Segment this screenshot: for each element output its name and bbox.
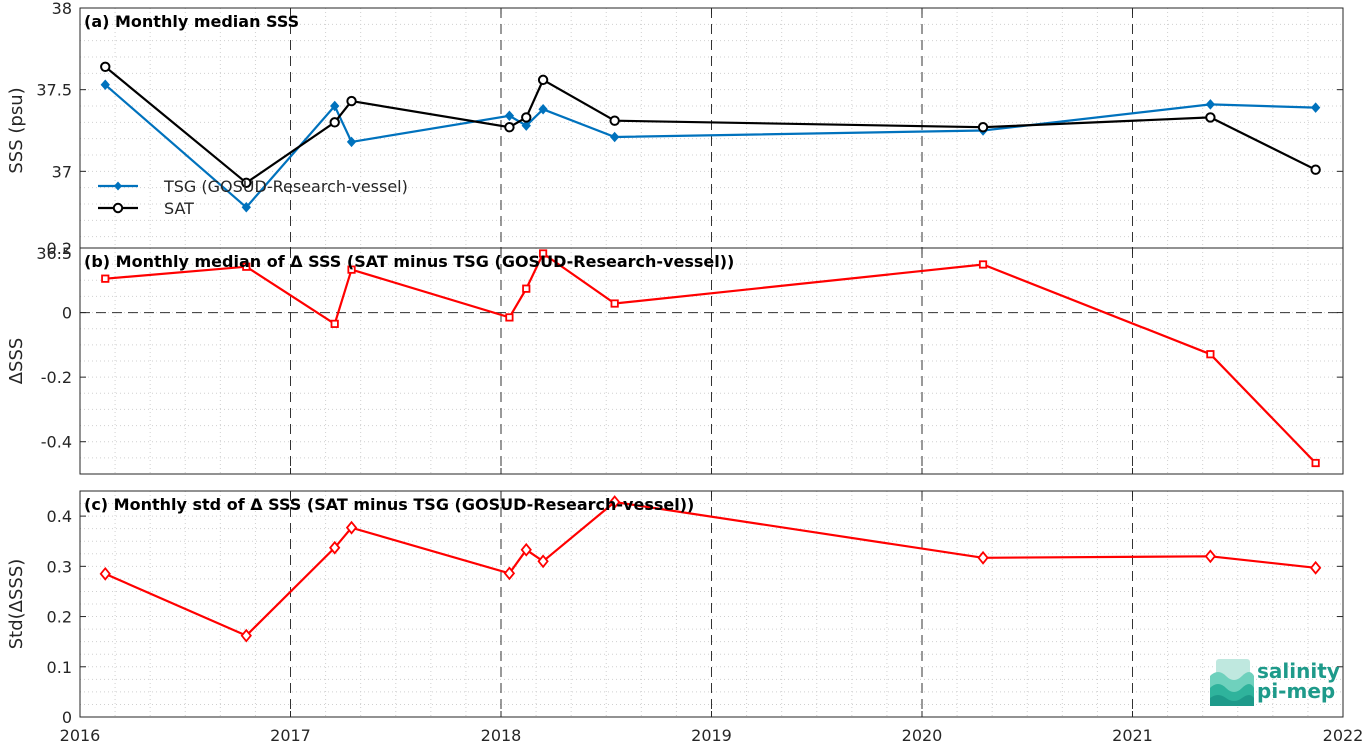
y-tick-label: 37	[52, 162, 72, 181]
y-tick-label: 0.3	[47, 557, 72, 576]
chart-panels: 36.5 37 37.5 38 SSS (psu) (a) Monthly median …	[6, 0, 1363, 745]
data-point	[522, 284, 531, 293]
data-point	[1309, 560, 1322, 575]
y-tick-label: 0.1	[47, 658, 72, 677]
y-axis-label: Std(ΔSSS)	[6, 559, 27, 650]
legend: TSG (GOSUD-Research-vessel) SAT	[98, 177, 408, 218]
data-point	[330, 319, 339, 328]
y-tick-label: -0.4	[41, 433, 72, 452]
panel-title: (b) Monthly median of Δ SSS (SAT minus T…	[84, 252, 734, 271]
legend-marker	[114, 181, 122, 191]
data-point	[504, 122, 515, 133]
data-point	[330, 100, 340, 112]
data-point	[609, 495, 621, 509]
legend-label: SAT	[164, 199, 194, 218]
data-point	[978, 260, 988, 269]
x-tick-label: 2016	[60, 726, 101, 745]
data-point	[503, 566, 516, 581]
year-separators	[290, 491, 1133, 717]
data-point	[977, 122, 989, 133]
data-point	[241, 202, 251, 213]
data-point	[1205, 112, 1216, 123]
logo-line2: pi-mep	[1257, 679, 1335, 703]
salinity-pimep-logo: salinity pi-mep	[1210, 659, 1340, 706]
sss-panel: 36.5 37 37.5 38 SSS (psu) (a) Monthly median …	[6, 0, 1344, 263]
data-point	[100, 61, 111, 73]
axes-frame	[79, 490, 1344, 718]
data-point	[1205, 99, 1216, 110]
y-tick-label: 0	[62, 708, 72, 727]
data-point	[1204, 549, 1217, 564]
legend-marker	[112, 202, 124, 214]
y-tick-label: 37.5	[36, 81, 72, 100]
series-0	[101, 249, 1320, 468]
y-axis-label: ΔSSS	[6, 338, 27, 385]
series-1	[100, 61, 1321, 188]
data-point	[977, 550, 989, 565]
data-point	[521, 120, 531, 131]
data-point	[329, 540, 341, 555]
data-point	[242, 262, 251, 271]
data-point	[101, 274, 110, 283]
std-delta-sss-panel: 0 0.1 0.2 0.3 0.4 2016 2017 2018 2019 2020 2021 202…	[6, 490, 1364, 745]
data-point	[610, 131, 620, 143]
data-point	[1206, 350, 1215, 359]
data-point	[329, 117, 340, 128]
data-point	[505, 313, 514, 322]
data-point	[347, 265, 356, 274]
data-point	[521, 112, 532, 123]
data-point	[345, 520, 358, 535]
x-tick-label: 2022	[1323, 726, 1364, 745]
data-point	[240, 628, 252, 643]
x-tick-label: 2017	[270, 726, 311, 745]
x-tick-label: 2020	[902, 726, 943, 745]
data-point	[241, 177, 252, 188]
waves-icon	[1210, 659, 1254, 706]
year-separators	[290, 248, 1133, 474]
data-point	[100, 79, 110, 91]
y-tick-label: 0	[62, 304, 72, 323]
data-point	[504, 110, 515, 122]
series-0	[99, 495, 1322, 643]
y-tick-label: 0.4	[47, 507, 72, 526]
year-separators	[290, 8, 1133, 253]
data-point	[609, 115, 620, 126]
axes-frame	[79, 247, 1344, 475]
data-point	[1311, 458, 1320, 468]
x-tick-label: 2021	[1112, 726, 1153, 745]
data-point	[99, 566, 111, 581]
y-tick-label: 38	[52, 0, 72, 18]
y-tick-label: 0.2	[47, 239, 72, 258]
data-point	[537, 74, 549, 86]
y-tick-label: 0.2	[47, 608, 72, 627]
data-point	[1310, 102, 1321, 113]
y-tick-label: -0.2	[41, 368, 72, 387]
x-tick-label: 2019	[691, 726, 732, 745]
legend-label: TSG (GOSUD-Research-vessel)	[163, 177, 408, 196]
data-point	[346, 95, 357, 107]
delta-sss-panel: -0.4 -0.2 0 0.2 ΔSSS (b) Monthly median of Δ …	[6, 239, 1344, 475]
logo-line1: salinity	[1257, 659, 1340, 683]
data-point	[538, 104, 548, 115]
data-point	[1310, 164, 1321, 175]
data-point	[520, 542, 532, 557]
data-point	[539, 249, 548, 258]
data-point	[610, 299, 619, 308]
panel-title: (a) Monthly median SSS	[84, 12, 299, 31]
data-point	[537, 554, 549, 569]
x-tick-label: 2018	[481, 726, 522, 745]
panel-title: (c) Monthly std of Δ SSS (SAT minus TSG …	[84, 495, 694, 514]
data-point	[346, 136, 357, 148]
y-tick-label: 36.5	[36, 244, 72, 263]
y-axis-label: SSS (psu)	[6, 87, 27, 173]
